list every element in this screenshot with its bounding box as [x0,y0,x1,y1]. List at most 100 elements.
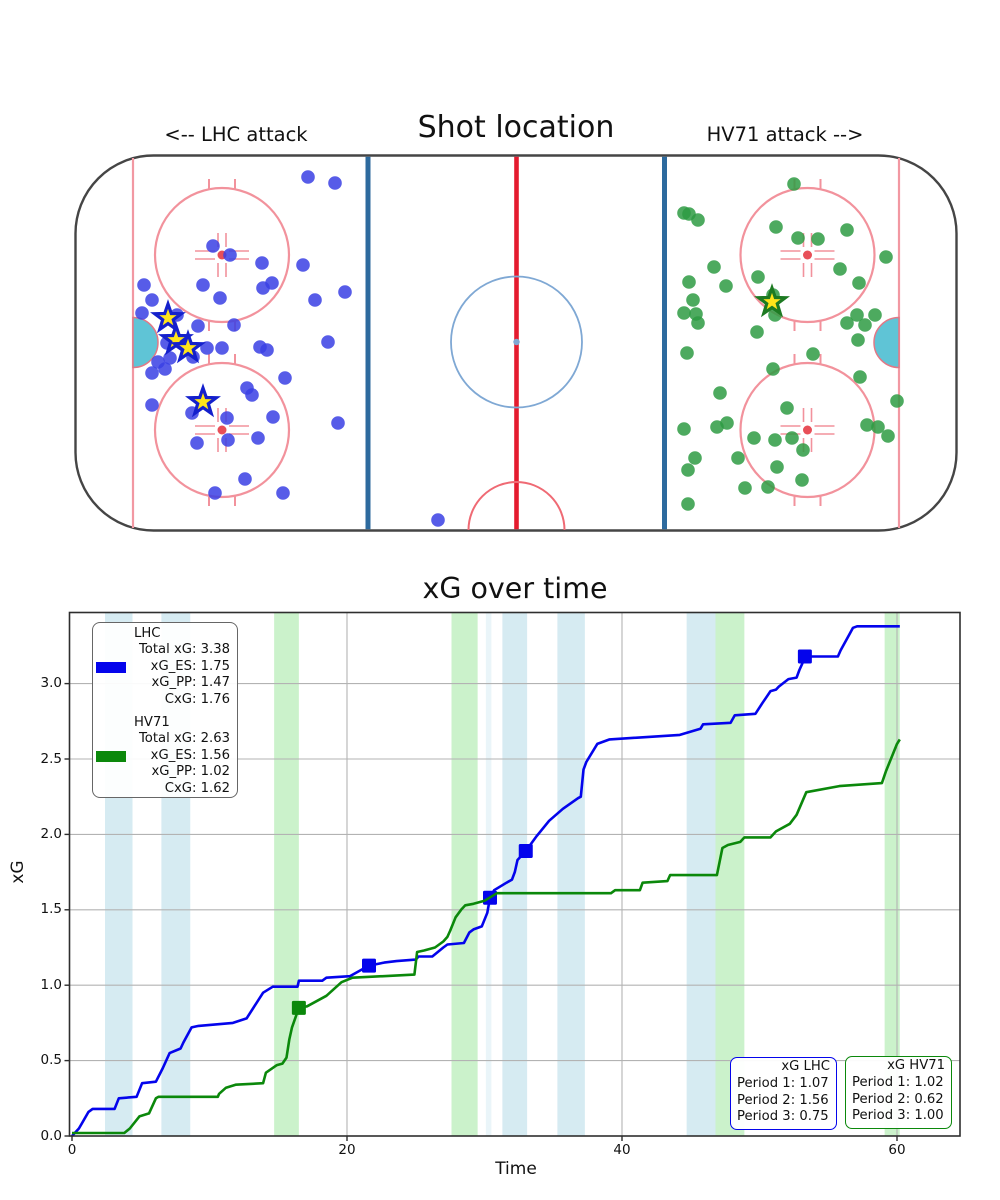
y-tick-label: 3.0 [40,675,62,692]
shot-dot-lhc [338,285,352,299]
shot-dot-hv71 [769,220,783,234]
lhc-period3-xg: Period 3: 0.75 [737,1109,829,1125]
shot-dot-lhc [223,248,237,262]
lhc-color-swatch [96,661,126,673]
lhc-period2-xg: Period 2: 1.56 [737,1092,829,1108]
shot-dot-lhc [186,350,200,364]
shot-dot-lhc [321,335,335,349]
shot-dot-lhc [240,381,254,395]
faceoff-circle [153,361,291,499]
shot-dot-lhc [278,371,292,385]
hv71-period2-xg: Period 2: 0.62 [852,1091,944,1107]
shot-dot-hv71 [851,333,865,347]
shot-dot-hv71 [879,250,893,264]
shot-dot-hv71 [677,206,691,220]
shot-dot-hv71 [787,177,801,191]
shot-dot-hv71 [858,318,872,332]
shot-dot-lhc [328,176,342,190]
shot-dot-hv71 [871,420,885,434]
shot-dot-hv71 [811,232,825,246]
xg-x-axis-label: Time [495,1159,537,1179]
shot-dot-lhc [170,308,184,322]
legend-hv71-total-xg: Total xG: 2.63 [138,731,230,747]
shot-dot-lhc [331,416,345,430]
shot-dot-hv71 [713,386,727,400]
shot-dot-lhc [135,306,149,320]
goal-marker-lhc [483,890,497,905]
shot-dot-lhc [145,293,159,307]
goal-star-lhc [150,299,186,334]
legend-lhc-xg-es: xG_ES: 1.75 [150,658,230,674]
faceoff-dot [217,250,227,260]
shot-dot-lhc [158,362,172,376]
shot-dot-hv71 [770,460,784,474]
shot-dot-hv71 [688,451,702,465]
shot-dot-hv71 [731,451,745,465]
shot-dot-hv71 [691,316,705,330]
goal-crease-right [873,316,900,369]
x-tick-label: 40 [613,1142,631,1158]
shot-dot-hv71 [796,443,810,457]
shot-dot-lhc [206,239,220,253]
shot-dot-hv71 [738,481,752,495]
shot-dot-lhc [191,319,205,333]
goal-marker-lhc [797,649,812,664]
shot-dot-hv71 [689,307,703,321]
pp-band-lhc [502,612,528,1136]
goal-marker-lhc [362,958,376,973]
faceoff-dot [803,425,812,435]
shot-dot-hv71 [852,276,866,290]
xg-period-box-lhc: xG LHC Period 1: 1.07 Period 2: 1.56 Per… [730,1057,837,1130]
shot-dot-hv71 [682,275,696,289]
shot-dot-lhc [151,355,165,369]
shot-location-title: Shot location [417,110,615,145]
shot-dot-lhc [260,343,274,357]
shot-dot-hv71 [761,480,775,494]
shot-dot-lhc [227,318,241,332]
shot-dot-hv71 [680,346,694,360]
x-tick-label: 0 [67,1142,77,1158]
period-box-hv71-title: xG HV71 [887,1058,945,1073]
xg-legend-box: LHC Total xG: 3.38 xG_ES: 1.75 xG_PP: 1.… [92,622,238,798]
referee-crease [467,481,566,531]
shot-dot-lhc [256,281,270,295]
shot-dot-lhc [301,170,315,184]
shot-dot-hv71 [766,288,780,302]
shot-dot-hv71 [677,306,691,320]
shot-dot-lhc [255,256,269,270]
shot-dot-lhc [220,411,234,425]
goal-crease-left [132,316,159,369]
center-ice-circle [450,275,583,409]
shot-dot-hv71 [710,420,724,434]
shot-dot-hv71 [691,213,705,227]
y-tick-label: 0.5 [40,1052,62,1069]
shot-dot-lhc [213,291,227,305]
shot-dot-lhc [296,258,310,272]
legend-lhc-total-xg: Total xG: 3.38 [138,642,230,658]
shot-dot-hv71 [860,418,874,432]
x-tick-label: 20 [338,1142,356,1158]
pp-band-hv71 [451,612,478,1136]
period-box-lhc-title: xG LHC [781,1059,830,1074]
faceoff-dot [217,425,227,435]
shot-dot-hv71 [747,431,761,445]
legend-lhc-name: LHC [134,626,161,641]
shot-dot-lhc [145,398,159,412]
center-ice-dot [513,338,520,346]
shot-dot-hv71 [791,231,805,245]
shot-dot-hv71 [766,362,780,376]
shot-dot-hv71 [677,422,691,436]
shot-dot-hv71 [682,207,696,221]
y-tick-label: 1.0 [40,976,62,993]
legend-entry-hv71: HV71 Total xG: 2.63 xG_ES: 1.56 xG_PP: 1… [96,715,230,797]
pp-band-lhc [557,612,585,1136]
shot-dot-hv71 [881,429,895,443]
xg-chart-title: xG over time [422,572,608,605]
shot-dot-hv71 [750,325,764,339]
x-tick-label: 60 [888,1142,906,1158]
lhc-attack-direction-label: <-- LHC attack [164,123,308,146]
pp-band-hv71 [274,612,299,1136]
pp-band-lhc [485,612,492,1136]
shot-dot-lhc [238,472,252,486]
shot-dot-lhc [308,293,322,307]
